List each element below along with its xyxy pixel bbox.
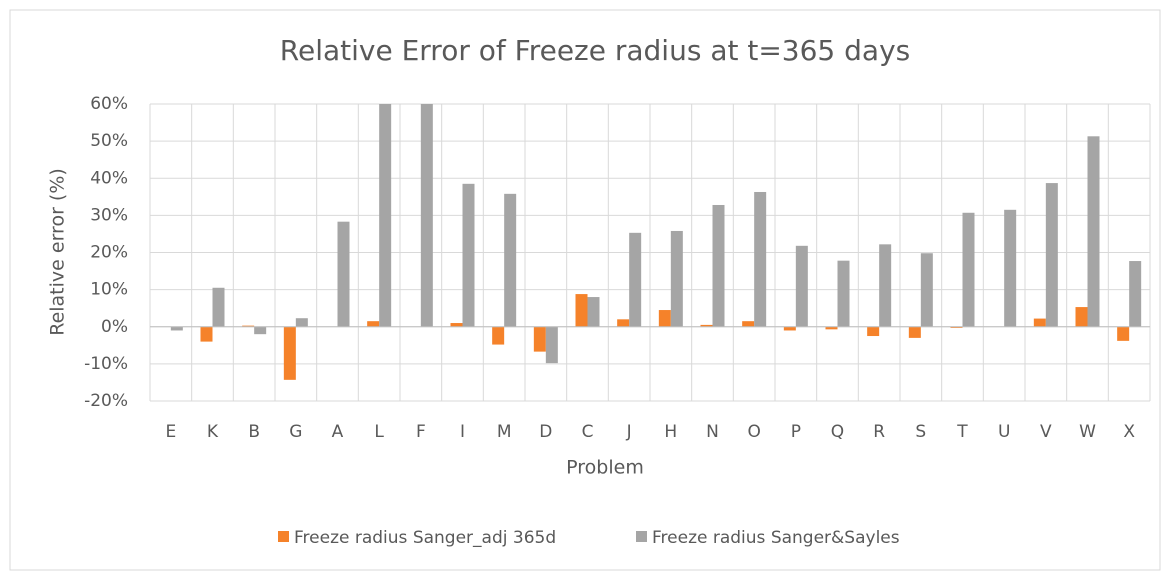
bar <box>420 104 433 327</box>
bar <box>879 244 892 327</box>
x-tick-label: R <box>873 422 885 442</box>
x-tick-label: X <box>1123 422 1135 442</box>
x-tick-label: I <box>460 422 465 442</box>
legend-swatch <box>636 531 647 542</box>
bar <box>1087 136 1100 327</box>
x-tick-label: N <box>706 422 719 442</box>
x-tick-label: M <box>497 422 512 442</box>
y-tick-label: 40% <box>90 168 128 188</box>
bar <box>742 321 755 327</box>
bar <box>950 326 963 328</box>
x-tick-label: G <box>289 422 302 442</box>
x-axis-label: Problem <box>566 457 644 479</box>
bar <box>242 325 255 327</box>
bar <box>712 204 725 327</box>
x-tick-label: D <box>539 422 552 442</box>
bar <box>962 212 975 327</box>
bar <box>825 326 838 330</box>
legend-label: Freeze radius Sanger&Sayles <box>652 528 900 548</box>
bar <box>212 287 225 327</box>
bar <box>379 104 392 327</box>
y-tick-label: 60% <box>90 94 128 114</box>
bar <box>670 230 683 327</box>
y-tick-label: 30% <box>90 205 128 225</box>
bar <box>908 326 921 338</box>
x-tick-label: K <box>207 422 219 442</box>
bar <box>492 326 505 345</box>
x-tick-label: V <box>1040 422 1052 442</box>
x-tick-label: S <box>915 422 926 442</box>
bar <box>533 326 546 352</box>
bar <box>783 326 796 331</box>
x-tick-label: C <box>582 422 594 442</box>
bar <box>658 310 671 327</box>
x-tick-label: W <box>1079 422 1096 442</box>
bar <box>283 326 296 380</box>
x-tick-label: A <box>332 422 344 442</box>
bar <box>617 319 630 327</box>
y-tick-label: 20% <box>90 243 128 263</box>
bar <box>504 193 517 327</box>
bar <box>545 326 558 364</box>
x-tick-label: H <box>664 422 677 442</box>
bar <box>1033 318 1046 327</box>
bar <box>629 232 642 327</box>
bar <box>795 245 808 327</box>
bar <box>450 323 463 327</box>
bar <box>1045 183 1058 327</box>
y-tick-label: 0% <box>101 317 128 337</box>
legend-swatch <box>278 531 289 542</box>
x-tick-label: F <box>416 422 426 442</box>
x-tick-label: P <box>791 422 801 442</box>
bar <box>1129 261 1142 327</box>
bar <box>700 324 713 327</box>
y-tick-label: -20% <box>84 391 128 411</box>
bar <box>837 260 850 327</box>
x-tick-label: L <box>374 422 384 442</box>
x-tick-label: B <box>248 422 260 442</box>
bar <box>754 191 767 327</box>
bar <box>1117 326 1130 341</box>
x-tick-label: O <box>747 422 760 442</box>
y-tick-label: -10% <box>84 354 128 374</box>
bar <box>1075 307 1088 327</box>
x-tick-label: J <box>626 422 632 442</box>
bar <box>254 326 267 335</box>
bar <box>1004 209 1017 327</box>
bar <box>200 326 213 342</box>
chart-title: Relative Error of Freeze radius at t=365… <box>280 34 910 67</box>
x-tick-label: U <box>998 422 1010 442</box>
bar <box>920 253 933 327</box>
y-tick-label: 50% <box>90 131 128 151</box>
y-axis-label: Relative error (%) <box>47 168 69 336</box>
bar <box>867 326 880 337</box>
x-tick-label: T <box>956 422 968 442</box>
bar <box>587 297 600 327</box>
bar <box>367 321 380 327</box>
bar <box>575 294 588 327</box>
bar <box>462 183 475 327</box>
y-tick-label: 10% <box>90 280 128 300</box>
legend-label: Freeze radius Sanger_adj 365d <box>294 528 556 548</box>
bar <box>295 318 308 327</box>
bar <box>170 326 183 331</box>
x-tick-label: Q <box>831 422 844 442</box>
x-tick-label: E <box>165 422 176 442</box>
bar <box>337 221 350 327</box>
